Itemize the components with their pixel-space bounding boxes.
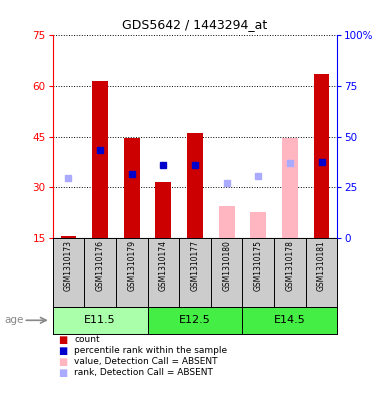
Bar bbox=[187, 133, 203, 238]
Text: GSM1310174: GSM1310174 bbox=[159, 240, 168, 291]
Bar bbox=[156, 182, 171, 238]
Bar bbox=[250, 213, 266, 238]
Text: count: count bbox=[74, 336, 100, 344]
Text: GSM1310177: GSM1310177 bbox=[190, 240, 200, 291]
Text: percentile rank within the sample: percentile rank within the sample bbox=[74, 347, 227, 355]
Text: ■: ■ bbox=[58, 357, 68, 367]
Text: GSM1310175: GSM1310175 bbox=[254, 240, 263, 291]
Bar bbox=[282, 138, 298, 238]
Text: GSM1310181: GSM1310181 bbox=[317, 240, 326, 290]
Text: GSM1310173: GSM1310173 bbox=[64, 240, 73, 291]
Bar bbox=[147, 307, 243, 334]
Bar bbox=[124, 138, 140, 238]
Bar bbox=[314, 74, 330, 238]
Text: GSM1310176: GSM1310176 bbox=[96, 240, 105, 291]
Text: E12.5: E12.5 bbox=[179, 315, 211, 325]
Text: ■: ■ bbox=[58, 346, 68, 356]
Text: GSM1310180: GSM1310180 bbox=[222, 240, 231, 291]
Bar bbox=[53, 307, 147, 334]
Text: ■: ■ bbox=[58, 335, 68, 345]
Text: E11.5: E11.5 bbox=[84, 315, 116, 325]
Text: age: age bbox=[4, 315, 23, 325]
Text: value, Detection Call = ABSENT: value, Detection Call = ABSENT bbox=[74, 358, 218, 366]
Bar bbox=[60, 236, 76, 238]
Bar bbox=[243, 307, 337, 334]
Bar bbox=[219, 206, 234, 238]
Text: GSM1310179: GSM1310179 bbox=[127, 240, 136, 291]
Text: GDS5642 / 1443294_at: GDS5642 / 1443294_at bbox=[122, 18, 268, 31]
Text: ■: ■ bbox=[58, 368, 68, 378]
Text: rank, Detection Call = ABSENT: rank, Detection Call = ABSENT bbox=[74, 369, 213, 377]
Text: E14.5: E14.5 bbox=[274, 315, 306, 325]
Text: GSM1310178: GSM1310178 bbox=[285, 240, 294, 291]
Bar bbox=[92, 81, 108, 238]
